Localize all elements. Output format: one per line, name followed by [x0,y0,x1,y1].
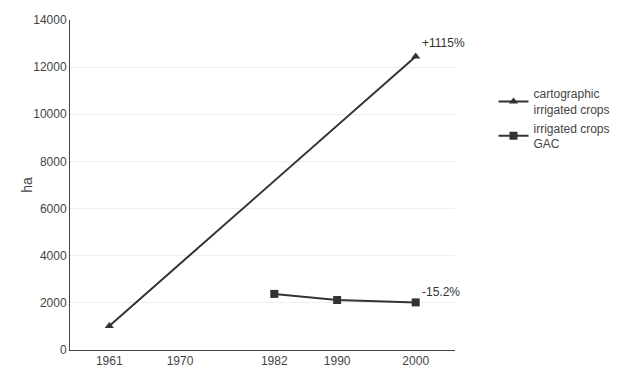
svg-text:14000: 14000 [33,13,67,27]
svg-text:6000: 6000 [40,202,67,216]
svg-text:1990: 1990 [324,354,351,368]
svg-text:-15.2%: -15.2% [422,285,460,299]
svg-text:0: 0 [60,343,67,357]
svg-text:2000: 2000 [402,354,429,368]
svg-text:irrigated cropsGAC: irrigated cropsGAC [534,122,610,152]
svg-text:12000: 12000 [33,60,67,74]
svg-text:1961: 1961 [96,354,123,368]
svg-text:10000: 10000 [33,107,67,121]
svg-text:cartographicirrigated crops: cartographicirrigated crops [534,87,610,117]
svg-text:8000: 8000 [40,155,67,169]
svg-text:ha: ha [19,177,35,193]
svg-text:1982: 1982 [261,354,288,368]
svg-text:2000: 2000 [40,296,67,310]
svg-text:4000: 4000 [40,249,67,263]
svg-text:1970: 1970 [167,354,194,368]
svg-text:+1115%: +1115% [422,36,465,50]
